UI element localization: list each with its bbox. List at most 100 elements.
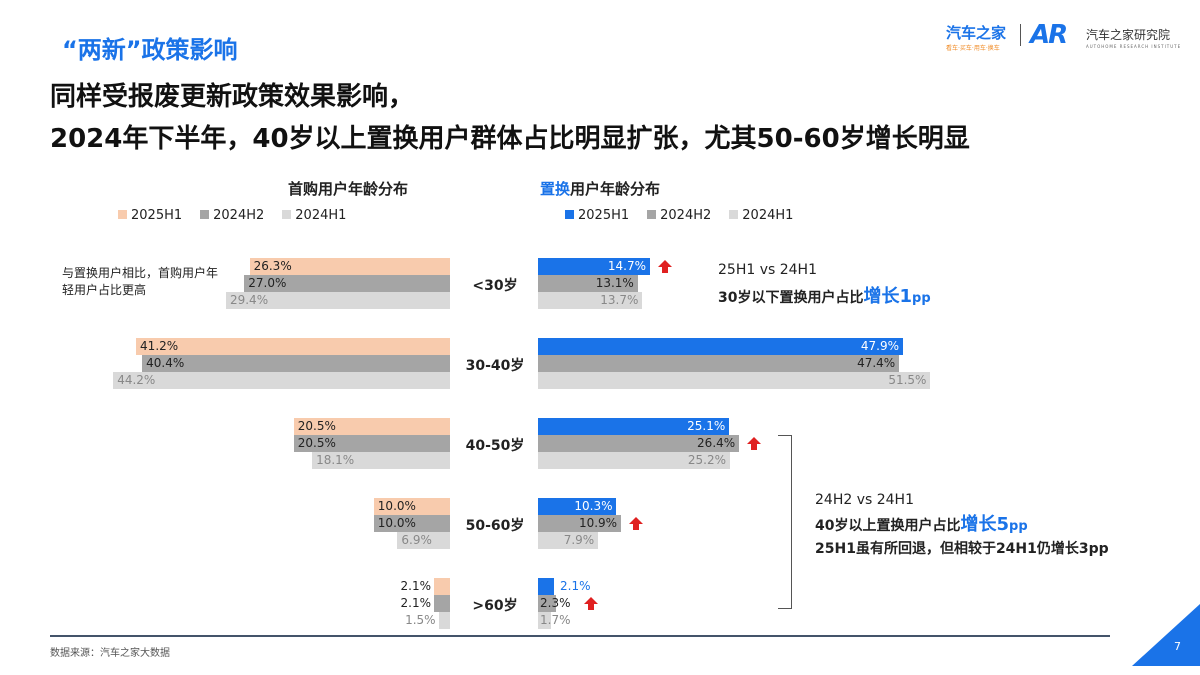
right-bar-2025H1 [538,258,650,275]
right-bar-2025H1 [538,418,730,435]
autohome-logo: 汽车之家 看车·买车·用车·换车 [946,22,1006,52]
right-bar-2024H1 [538,532,599,549]
legend-label: 2024H2 [660,208,712,223]
legend-item: 2025H1 [565,208,629,223]
headline-line-1: 同样受报废更新政策效果影响， [50,82,415,112]
right-bar-label: 26.4% [697,436,736,450]
left-bar-2024H1 [225,292,450,309]
left-bar-label: 6.9% [401,533,432,547]
legend-swatch [729,210,739,219]
right-bar-label: 13.7% [600,293,639,307]
right-bar-2024H1 [538,292,643,309]
left-bar-2025H1 [249,258,450,275]
left-bar-label: 2.1% [400,579,432,593]
left-bar-label: 2.1% [400,596,432,610]
right-bar-label: 2.1% [560,579,591,593]
left-bar-label: 18.1% [316,453,355,467]
institute-name-en: AUTOHOME RESEARCH INSTITUTE [1086,44,1182,49]
right-bar-2025H1 [538,578,554,595]
legend-swatch [282,210,292,219]
up-arrow-stem [588,604,594,610]
annotation-2: 24H2 vs 24H1 40岁以上置换用户占比增长5pp 25H1虽有所回退，… [815,492,1109,558]
up-arrow-stem [662,267,668,273]
right-bar-2025H1 [538,338,903,355]
left-bar-2025H1 [433,578,450,595]
annotation-2-unit: pp [1009,519,1028,534]
right-bar-label: 13.1% [595,276,634,290]
left-bar-label: 27.0% [248,276,287,290]
left-bar-2024H2 [373,515,450,532]
left-legend: 2025H1 2024H2 2024H1 [118,208,346,223]
section-kicker: “两新”政策影响 [62,36,238,64]
right-bar-label: 47.9% [860,339,899,353]
category-label: 30-40岁 [465,358,525,374]
left-bar-label: 44.2% [117,373,156,387]
category-label: >60岁 [472,598,518,614]
legend-label: 2025H1 [578,208,630,223]
left-bar-label: 10.0% [377,516,416,530]
up-arrow-stem [633,524,640,530]
right-bar-label: 2.3% [540,596,571,610]
right-bar-label: 25.2% [687,453,727,467]
right-bar-2024H1 [538,452,731,469]
legend-label: 2024H1 [742,208,794,223]
category-label: 40-50岁 [465,438,525,454]
annotation-1-unit: pp [912,291,931,306]
annotation-2-highlight: 增长5 [960,514,1010,535]
logo-divider [1020,24,1021,46]
left-bar-2025H1 [136,338,450,355]
left-bar-label: 20.5% [297,436,336,450]
right-bar-2024H1 [538,612,551,629]
legend-swatch [647,210,657,219]
legend-label: 2025H1 [131,208,183,223]
annotation-1-compare: 25H1 vs 24H1 [718,262,817,278]
up-arrow-stem [751,444,758,450]
annotation-1-highlight: 增长1 [863,286,913,307]
left-bar-2024H1 [438,612,450,629]
right-bar-label: 10.3% [574,499,613,513]
left-chart-title: 首购用户年龄分布 [288,180,409,198]
title-rest: 用户年龄分布 [570,180,661,198]
title-highlight: 置换 [540,180,571,198]
right-bar-label: 1.7% [540,613,571,627]
right-bar-label: 47.4% [857,356,896,370]
annotation-2-note: 25H1虽有所回退，但相较于24H1仍增长3pp [815,541,1109,557]
left-bar-2025H1 [373,498,450,515]
left-bar-2024H1 [113,372,450,389]
left-bar-2024H2 [293,435,450,452]
left-bar-2024H2 [244,275,450,292]
right-bar-2024H2 [538,435,740,452]
right-bar-2024H2 [538,515,622,532]
logo-slogan: 看车·买车·用车·换车 [946,45,1000,52]
right-bar-label: 51.5% [888,373,927,387]
logo-brand: 汽车之家 [946,24,1007,42]
left-bar-2024H1 [312,452,450,469]
research-institute-logo: AR 汽车之家研究院 AUTOHOME RESEARCH INSTITUTE [1030,20,1180,50]
left-note: 与置换用户相比，首购用户年轻用户占比更高 [62,266,219,297]
left-bar-label: 26.3% [253,259,292,273]
legend-item: 2024H2 [200,208,264,223]
left-bar-2024H2 [142,355,450,372]
category-label: 50-60岁 [465,518,525,534]
right-bar-label: 7.9% [563,533,595,547]
up-arrow-icon [658,260,672,267]
page-corner-triangle [1132,604,1200,666]
left-bar-label: 10.0% [377,499,416,513]
up-arrow-icon [747,437,762,444]
footer-divider [50,635,1110,637]
data-source: 数据来源：汽车之家大数据 [50,648,170,659]
headline-line-2: 2024年下半年，40岁以上置换用户群体占比明显扩张，尤其50-60岁增长明显 [50,124,970,154]
left-bar-label: 20.5% [297,419,336,433]
right-bar-label: 14.7% [607,259,647,273]
up-arrow-icon [584,597,598,604]
up-arrow-icon [629,517,644,524]
legend-swatch [200,210,210,219]
institute-name: 汽车之家研究院 [1086,28,1171,42]
legend-swatch [118,210,127,219]
right-chart-title: 置换用户年龄分布 [540,178,660,199]
page-number: 7 [1174,640,1181,653]
legend-item: 2024H1 [729,208,793,223]
right-bar-label: 25.1% [687,419,726,433]
ar-logo-mark: AR [1030,20,1068,50]
right-bar-2024H2 [538,275,638,292]
